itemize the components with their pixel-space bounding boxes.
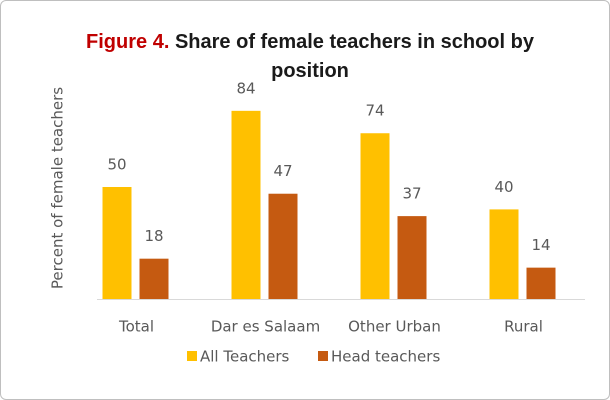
bar — [526, 267, 556, 299]
bar — [268, 193, 298, 299]
bar — [139, 258, 169, 299]
figure-label: Figure 4. — [86, 31, 170, 53]
y-axis-label: Percent of female teachers — [49, 87, 67, 289]
legend-swatch — [187, 351, 197, 361]
value-label: 50 — [107, 156, 126, 174]
value-label: 40 — [494, 178, 513, 196]
legend-swatch — [318, 351, 328, 361]
value-label: 14 — [531, 236, 550, 254]
value-label: 37 — [402, 185, 421, 203]
bar — [231, 110, 261, 299]
value-label: 84 — [236, 79, 255, 97]
value-label: 74 — [365, 102, 384, 120]
chart-title: Figure 4. Share of female teachers in sc… — [85, 28, 535, 86]
x-tick-label: Total — [118, 318, 154, 336]
value-label: 47 — [273, 162, 292, 180]
bar — [102, 187, 132, 299]
x-tick-label: Dar es Salaam — [211, 318, 320, 336]
bar — [489, 209, 519, 299]
x-tick-label: Rural — [504, 318, 543, 336]
legend-label: All Teachers — [200, 348, 290, 366]
legend-label: Head teachers — [331, 348, 440, 366]
bar — [397, 216, 427, 299]
bar — [360, 133, 390, 299]
title-text: Share of female teachers in school by po… — [174, 31, 534, 82]
x-tick-label: Other Urban — [348, 318, 441, 336]
value-label: 18 — [144, 227, 163, 245]
